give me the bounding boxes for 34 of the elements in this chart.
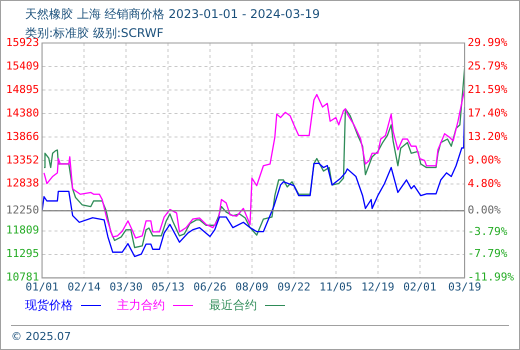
- y2-tick-label: -3.79%: [468, 224, 508, 238]
- x-tick-label: 08/09: [235, 280, 269, 294]
- y2-tick-label: 0.00%: [468, 204, 502, 217]
- y-tick-label: 13352: [6, 153, 40, 166]
- x-tick-label: 11/05: [319, 280, 352, 294]
- y-tick-label: 14380: [6, 106, 40, 120]
- x-tick-label: 03/30: [109, 280, 143, 294]
- y-tick-label: 13866: [6, 130, 40, 143]
- y2-tick-label: 29.99%: [468, 36, 508, 49]
- x-tick-label: 02/14: [68, 280, 102, 294]
- legend-label: 主力合约: [117, 297, 165, 314]
- legend-label: 现货价格: [25, 297, 73, 314]
- y-tick-label: 14895: [6, 82, 40, 96]
- chart-title: 天然橡胶 上海 经销商价格 2023-01-01 - 2024-03-19: [25, 6, 320, 23]
- y2-tick-label: 25.79%: [468, 59, 508, 72]
- y2-tick-label: 17.40%: [468, 106, 508, 120]
- x-tick-label: 03/19: [448, 280, 482, 294]
- x-tick-label: 12/19: [361, 280, 394, 294]
- x-tick-label: 05/13: [151, 280, 185, 294]
- y-tick-label: 12250: [6, 204, 40, 217]
- legend-label: 最近合约: [209, 297, 257, 314]
- y2-tick-label: -7.79%: [468, 247, 508, 260]
- y2-tick-label: 13.20%: [468, 130, 508, 143]
- y2-tick-label: 21.59%: [468, 82, 508, 96]
- y-tick-label: 11295: [6, 247, 40, 260]
- y2-tick-label: 9.00%: [468, 153, 502, 166]
- y2-tick-label: 4.80%: [468, 176, 502, 190]
- x-tick-label: 09/22: [277, 280, 310, 294]
- x-tick-label: 06/26: [193, 280, 227, 294]
- y-tick-label: 11809: [6, 224, 40, 237]
- y-tick-label: 12838: [6, 176, 40, 190]
- x-tick-label: 02/01: [403, 280, 436, 294]
- text: © 2025.07: [11, 330, 71, 343]
- y-tick-label: 15409: [6, 59, 40, 72]
